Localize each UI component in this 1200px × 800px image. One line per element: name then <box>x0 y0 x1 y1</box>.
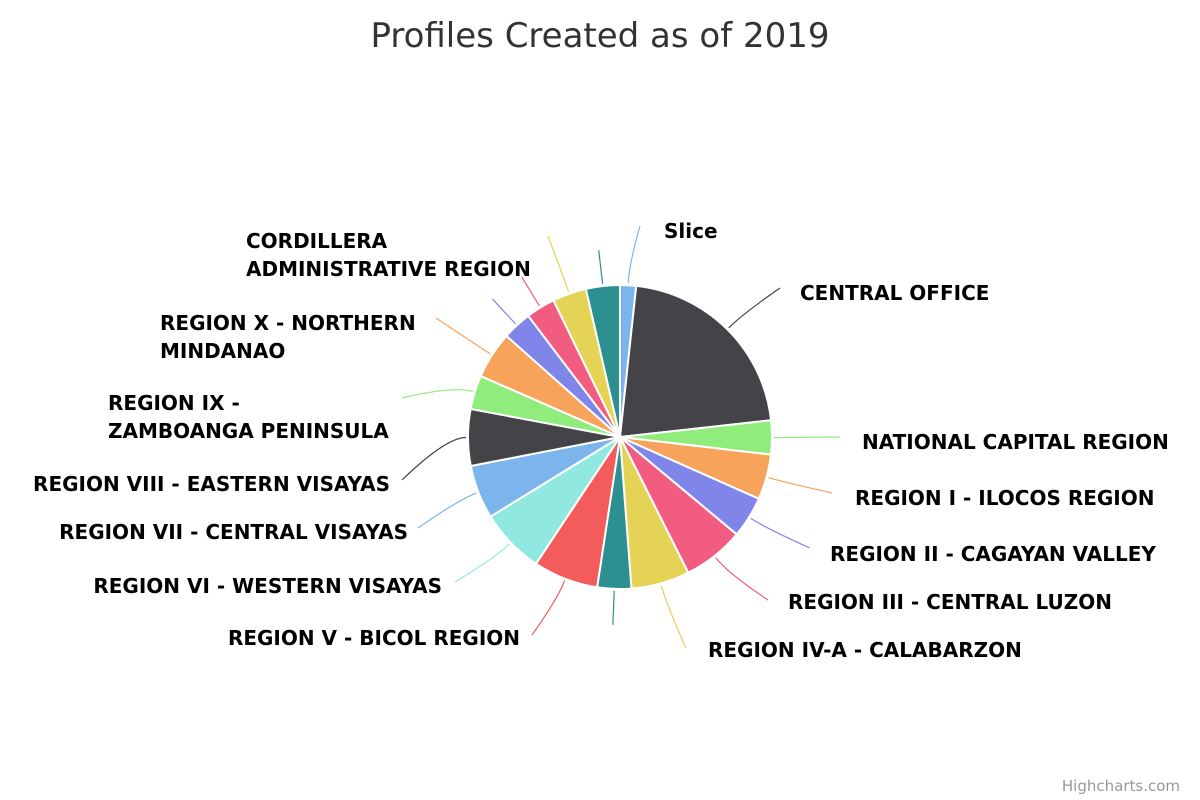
label-connector <box>531 580 566 636</box>
label-connector <box>547 235 570 292</box>
label-connector <box>454 543 510 583</box>
label-connector <box>612 590 615 625</box>
slice-label: REGION IV-A - CALABARZON <box>708 638 1022 662</box>
slice-label: REGION I - ILOCOS REGION <box>855 486 1154 510</box>
label-connector <box>750 517 811 549</box>
label-connector <box>598 250 604 285</box>
label-connector <box>491 298 516 325</box>
label-connector <box>521 276 540 307</box>
slice-label: REGION III - CENTRAL LUZON <box>788 590 1112 614</box>
slice-label: CORDILLERA ADMINISTRATIVE REGION <box>246 229 531 281</box>
slice-label: CENTRAL OFFICE <box>800 281 989 305</box>
credits-link[interactable]: Highcharts.com <box>1062 777 1180 795</box>
slice-label: REGION VI - WESTERN VISAYAS <box>93 574 442 598</box>
pie-slice[interactable] <box>584 283 621 438</box>
slice-label: REGION II - CAGAYAN VALLEY <box>830 542 1156 566</box>
label-connector <box>417 492 477 529</box>
slice-label: REGION IX -ZAMBOANGA PENINSULA <box>108 391 389 443</box>
label-connector <box>435 317 491 355</box>
pie-slices <box>466 283 773 590</box>
label-connector <box>401 389 473 399</box>
slice-label: REGION X - NORTHERN MINDANAO <box>160 311 416 363</box>
label-connector <box>401 436 467 481</box>
slice-label: Slice <box>664 219 718 243</box>
slice-label: NATIONAL CAPITAL REGION <box>862 430 1169 454</box>
label-connectors <box>401 225 841 649</box>
pie-slice[interactable] <box>618 284 773 439</box>
label-connector <box>715 557 769 601</box>
slice-label: REGION VIII - EASTERN VISAYAS <box>33 472 390 496</box>
chart-title: Profiles Created as of 2019 <box>370 16 829 56</box>
slice-label: REGION V - BICOL REGION <box>228 626 520 650</box>
label-connector <box>728 287 781 329</box>
label-connector <box>627 225 641 284</box>
label-connector <box>773 436 841 439</box>
label-connector <box>768 477 833 494</box>
slice-labels: Slice CENTRAL OFFICE NATIONAL CAPITAL REGI… <box>33 219 1169 662</box>
label-connector <box>660 585 687 649</box>
slice-label: REGION VII - CENTRAL VISAYAS <box>59 520 408 544</box>
